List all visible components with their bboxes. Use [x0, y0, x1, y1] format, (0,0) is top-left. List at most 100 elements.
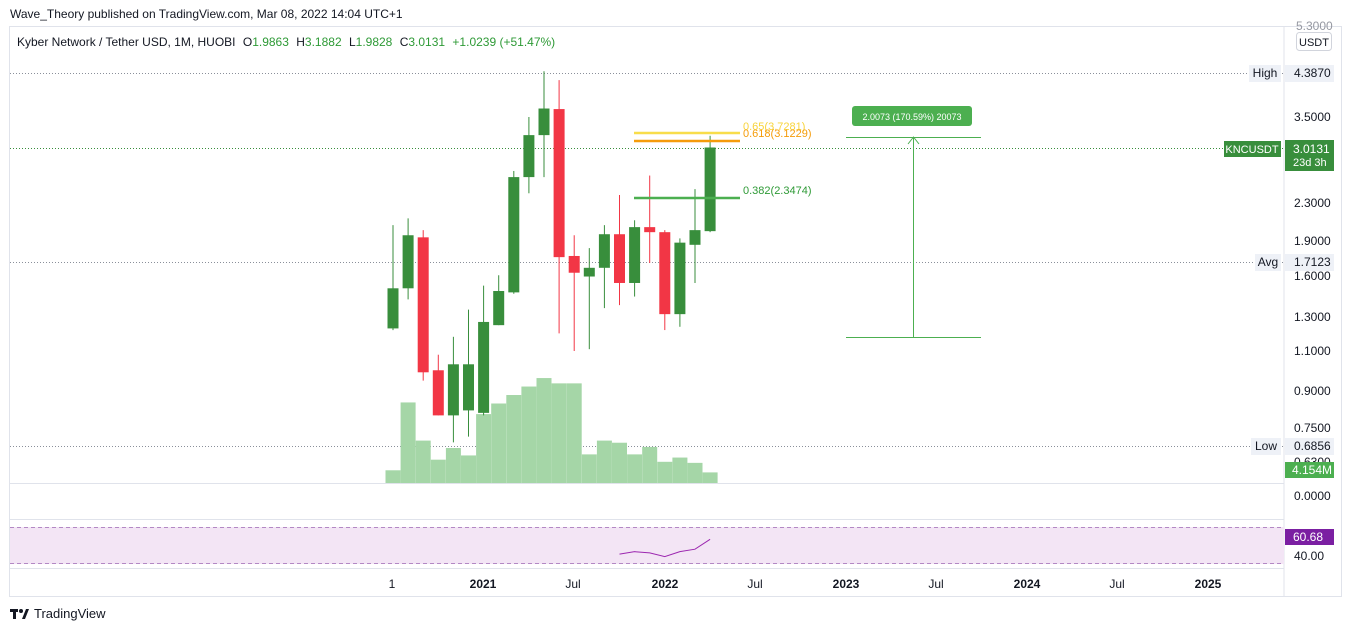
- candle-up[interactable]: [387, 288, 399, 329]
- close-value: 3.0131: [408, 35, 446, 49]
- brand-name: TradingView: [34, 606, 106, 621]
- candle-down[interactable]: [644, 227, 656, 233]
- candle-down[interactable]: [659, 232, 671, 315]
- volume-bar: [445, 448, 461, 483]
- price-tick: 1.3000: [1294, 310, 1331, 324]
- volume-bar: [521, 386, 537, 483]
- avg-label: Avg: [1258, 255, 1278, 269]
- candle-up[interactable]: [447, 364, 459, 416]
- volume-bar: [672, 457, 688, 483]
- high-value-box: [1285, 65, 1334, 82]
- candles: [387, 71, 716, 443]
- volume-bar: [657, 461, 673, 483]
- volume-bar: [461, 455, 476, 483]
- volume-bars: [385, 378, 718, 483]
- volume-bar: [430, 459, 446, 483]
- time-tick: 2021: [470, 577, 497, 591]
- low-ohlc-label: L: [348, 35, 356, 49]
- candle-up[interactable]: [674, 242, 686, 315]
- last-price-box: [1285, 140, 1334, 171]
- last-price-value: 3.0131: [1293, 142, 1330, 156]
- price-tick: 1.9000: [1294, 234, 1331, 248]
- volume-value-box: [1285, 462, 1334, 478]
- open-value: 1.9863: [252, 35, 289, 49]
- candle-down[interactable]: [417, 237, 429, 373]
- high-label: High: [1253, 66, 1278, 80]
- candle-up[interactable]: [402, 235, 414, 289]
- candle-up[interactable]: [598, 234, 610, 268]
- chart-frame: [9, 26, 1342, 597]
- close-label: C: [399, 35, 409, 49]
- volume-bar: [506, 395, 522, 483]
- volume-bar: [476, 414, 492, 483]
- candle-up[interactable]: [689, 230, 701, 245]
- high-label-box: [1249, 65, 1281, 82]
- volume-bar: [566, 383, 582, 483]
- candle-down[interactable]: [614, 234, 625, 283]
- volume-bar: [400, 402, 416, 483]
- low-value-box: [1285, 438, 1334, 455]
- low-label: Low: [1255, 439, 1277, 453]
- symbol-name: Kyber Network / Tether USD, 1M, HUOBI: [17, 35, 236, 49]
- time-tick: 2022: [652, 577, 679, 591]
- candle-down[interactable]: [568, 255, 580, 273]
- high-ohlc-label: H: [296, 35, 305, 49]
- change-value: +1.0239 (+51.47%): [452, 35, 556, 49]
- price-tick: 3.5000: [1294, 110, 1331, 124]
- time-tick: Jul: [565, 577, 580, 591]
- candle-up[interactable]: [463, 364, 474, 411]
- time-axis[interactable]: 1 2021 Jul 2022 Jul 2023 Jul 2024 Jul 20…: [389, 577, 1222, 591]
- candle-up[interactable]: [523, 135, 535, 178]
- time-tick: 2023: [833, 577, 860, 591]
- tradingview-logo-icon: [10, 608, 29, 619]
- volume-bar: [612, 442, 627, 483]
- candle-up[interactable]: [508, 177, 520, 293]
- volume-bar: [385, 470, 401, 483]
- candle-down[interactable]: [432, 370, 444, 416]
- rsi-line: [619, 538, 711, 558]
- high-ohlc-value: 3.1882: [304, 35, 342, 49]
- unit-button[interactable]: [1296, 32, 1332, 51]
- candle-down[interactable]: [553, 109, 565, 258]
- measure-arrow-icon: [907, 136, 920, 145]
- volume-value: 4.154M: [1292, 463, 1332, 477]
- avg-value-box: [1285, 254, 1334, 271]
- volume-bar: [596, 440, 612, 483]
- candle-up[interactable]: [704, 147, 716, 232]
- volume-bar: [687, 462, 703, 483]
- time-tick: Jul: [928, 577, 943, 591]
- symbol-tag-box: [1224, 141, 1281, 157]
- price-tick: 0.9000: [1294, 384, 1331, 398]
- volume-bar: [551, 383, 567, 483]
- candle-up[interactable]: [478, 321, 490, 413]
- candle-up[interactable]: [538, 108, 550, 136]
- time-tick: Jul: [1109, 577, 1124, 591]
- low-ohlc-value: 1.9828: [355, 35, 393, 49]
- high-value: 4.3870: [1294, 66, 1331, 80]
- symbol-tag: KNCUSDT: [1225, 144, 1278, 156]
- low-label-box: [1251, 438, 1281, 455]
- candle-up[interactable]: [493, 291, 505, 326]
- time-tick: 2025: [1195, 577, 1222, 591]
- price-axis[interactable]: 5.3000 3.5000 2.3000 1.9000 1.6000 1.300…: [1294, 19, 1333, 563]
- price-tick: 0.0000: [1294, 489, 1331, 503]
- published-caption: Wave_Theory published on TradingView.com…: [10, 7, 403, 21]
- candle-up[interactable]: [583, 267, 595, 277]
- price-tick: 1.6000: [1294, 269, 1331, 283]
- volume-bar: [627, 454, 643, 483]
- price-tick-cut: 5.3000: [1296, 19, 1333, 33]
- candle-up[interactable]: [629, 227, 641, 283]
- volume-bar: [642, 446, 658, 483]
- open-label: O: [242, 35, 253, 49]
- rsi-value-box: [1285, 529, 1334, 545]
- unit-label: USDT: [1299, 37, 1329, 49]
- rsi-band: [10, 527, 1284, 564]
- symbol-legend[interactable]: Kyber Network / Tether USD, 1M, HUOBI O1…: [17, 35, 559, 49]
- volume-bar: [491, 403, 507, 483]
- rsi-value: 60.68: [1293, 530, 1323, 544]
- price-tick: 2.3000: [1294, 196, 1331, 210]
- fib-065-label: 0.65(3.7281): [743, 121, 805, 133]
- time-tick: 2024: [1014, 577, 1041, 591]
- tradingview-brand[interactable]: TradingView: [10, 606, 106, 621]
